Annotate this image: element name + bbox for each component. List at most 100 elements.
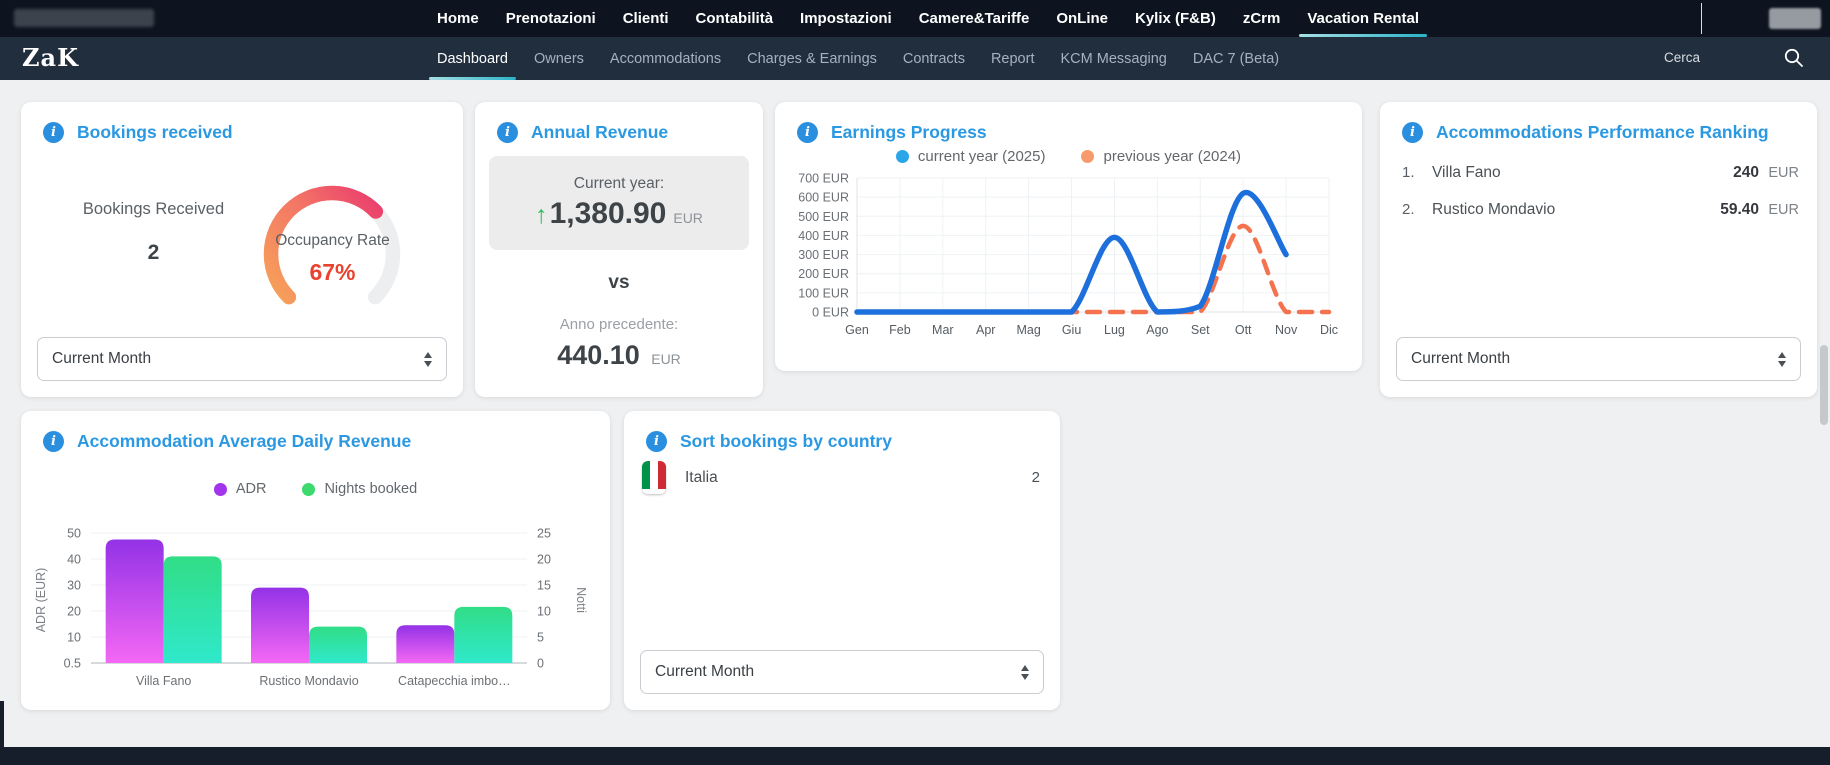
info-icon[interactable]: i — [497, 122, 518, 143]
top-navigation: Home Prenotazioni Clienti Contabilità Im… — [0, 0, 1830, 37]
previous-year-currency: EUR — [651, 351, 681, 367]
nav-divider — [1701, 3, 1702, 34]
sub-navigation: ZaK Dashboard Owners Accommodations Char… — [0, 37, 1830, 80]
country-period-select[interactable]: Current Month — [640, 650, 1044, 694]
svg-text:15: 15 — [537, 579, 551, 593]
legend-item-current-year[interactable]: current year (2025) — [895, 148, 1045, 165]
select-stepper-icon — [424, 351, 432, 367]
svg-text:Apr: Apr — [976, 323, 995, 337]
legend-item-previous-year[interactable]: previous year (2024) — [1081, 148, 1241, 165]
subnav-item-kcm-messaging[interactable]: KCM Messaging — [1060, 50, 1167, 67]
svg-text:Rustico Mondavio: Rustico Mondavio — [259, 674, 358, 688]
bookings-metric-value: 2 — [147, 241, 160, 264]
accommodation-name: Rustico Mondavio — [1432, 200, 1556, 218]
nav-item-vacation-rental-label: Vacation Rental — [1307, 10, 1420, 27]
ranking-period-select[interactable]: Current Month — [1396, 337, 1801, 381]
search-icon[interactable] — [1783, 47, 1804, 73]
nav-item-camere-tariffe[interactable]: Camere&Tariffe — [918, 10, 1030, 27]
svg-text:Catapecchia imbo…: Catapecchia imbo… — [398, 674, 511, 688]
vertical-scrollbar[interactable] — [1820, 345, 1828, 425]
info-icon[interactable]: i — [1402, 122, 1423, 143]
nav-item-home[interactable]: Home — [437, 10, 479, 27]
redacted-account-name — [14, 9, 154, 27]
bookings-period-select[interactable]: Current Month — [37, 337, 447, 381]
card-title: Bookings received — [77, 122, 233, 142]
current-year-currency: EUR — [673, 210, 703, 226]
legend-item-adr[interactable]: ADR — [213, 481, 267, 497]
legend-dot-adr — [213, 482, 227, 496]
info-icon[interactable]: i — [646, 431, 667, 452]
active-subtab-underline — [429, 77, 516, 80]
ranking-period-value: Current Month — [1411, 350, 1511, 367]
bookings-metric-label: Bookings Received — [82, 200, 225, 218]
bookings-period-value: Current Month — [52, 350, 152, 367]
current-year-label: Current year: — [573, 175, 665, 192]
card-title: Annual Revenue — [531, 122, 669, 142]
currency-label: EUR — [1768, 201, 1799, 218]
current-year-revenue-box: Current year: ↑ 1,380.90 EUR — [489, 156, 749, 250]
list-item[interactable]: Italia 2 — [642, 461, 1040, 494]
svg-text:Gen: Gen — [845, 323, 869, 337]
svg-text:20: 20 — [537, 553, 551, 567]
accommodation-value: 240 — [1733, 163, 1759, 181]
subnav-item-dashboard-label: Dashboard — [437, 50, 508, 67]
svg-text:Notti: Notti — [574, 587, 588, 613]
subnav-item-owners[interactable]: Owners — [533, 50, 584, 67]
svg-text:700 EUR: 700 EUR — [798, 172, 849, 186]
nav-item-clienti[interactable]: Clienti — [622, 10, 669, 27]
accommodation-value: 59.40 — [1720, 200, 1759, 218]
country-bookings-count: 2 — [1031, 469, 1040, 486]
legend-label-adr: ADR — [235, 481, 267, 497]
nav-item-kylix[interactable]: Kylix (F&B) — [1135, 10, 1216, 27]
svg-text:Ago: Ago — [1146, 323, 1168, 337]
ranking-rows: 1. Villa Fano 240 EUR 2. Rustico Mondavi… — [1402, 154, 1799, 228]
table-row[interactable]: 2. Rustico Mondavio 59.40 EUR — [1402, 191, 1799, 228]
nav-item-vacation-rental[interactable]: Vacation Rental — [1299, 0, 1428, 37]
subnav-item-report[interactable]: Report — [990, 50, 1035, 67]
svg-text:5: 5 — [537, 631, 544, 645]
earnings-line-chart: 0 EUR 100 EUR 200 EUR 300 EUR 400 EUR 500 EUR… — [798, 172, 1338, 338]
zak-logo[interactable]: ZaK — [22, 43, 79, 72]
previous-year-value: 440.10 — [557, 340, 640, 370]
gauge-label: Occupancy Rate — [275, 232, 390, 249]
svg-text:0 EUR: 0 EUR — [812, 306, 849, 320]
bottom-bar — [0, 747, 1830, 765]
info-icon[interactable]: i — [43, 122, 64, 143]
card-title: Accommodation Average Daily Revenue — [77, 431, 412, 451]
annual-revenue-card: i Annual Revenue Current year: ↑ 1,380.9… — [475, 102, 763, 397]
svg-text:10: 10 — [537, 605, 551, 619]
svg-text:400 EUR: 400 EUR — [798, 229, 849, 243]
svg-text:300 EUR: 300 EUR — [798, 248, 849, 262]
subnav-item-contracts[interactable]: Contracts — [902, 50, 965, 67]
rank-number: 2. — [1402, 201, 1415, 218]
legend-dot-previous-year — [1081, 150, 1095, 163]
country-name: Italia — [685, 468, 718, 486]
svg-text:Feb: Feb — [889, 323, 911, 337]
svg-text:50: 50 — [67, 527, 81, 541]
adr-card: i Accommodation Average Daily Revenue AD… — [21, 411, 610, 710]
legend-item-nights[interactable]: Nights booked — [302, 481, 417, 497]
subnav-item-charges-earnings[interactable]: Charges & Earnings — [747, 50, 877, 67]
adr-bar-chart: 50 25 40 20 30 15 20 10 10 5 0.5 0 ADR (EUR) Notti Vil… — [34, 527, 588, 689]
nav-item-impostazioni[interactable]: Impostazioni — [800, 10, 892, 27]
card-title: Accommodations Performance Ranking — [1436, 122, 1769, 142]
select-stepper-icon — [1778, 351, 1786, 367]
subnav-item-dac7[interactable]: DAC 7 (Beta) — [1192, 50, 1280, 67]
nav-item-zcrm[interactable]: zCrm — [1242, 10, 1281, 27]
subnav-item-dashboard[interactable]: Dashboard — [429, 37, 516, 80]
info-icon[interactable]: i — [43, 431, 64, 452]
nav-item-online[interactable]: OnLine — [1056, 10, 1108, 27]
nav-item-contabilita[interactable]: Contabilità — [695, 10, 774, 27]
card-title: Earnings Progress — [831, 122, 987, 142]
active-tab-underline — [1299, 34, 1428, 37]
svg-text:0: 0 — [537, 657, 544, 671]
svg-text:Ott: Ott — [1235, 323, 1252, 337]
legend-label-previous-year: previous year (2024) — [1103, 148, 1242, 165]
nav-item-prenotazioni[interactable]: Prenotazioni — [505, 10, 596, 27]
info-icon[interactable]: i — [797, 122, 818, 143]
country-period-value: Current Month — [655, 663, 755, 680]
table-row[interactable]: 1. Villa Fano 240 EUR — [1402, 154, 1799, 191]
select-stepper-icon — [1021, 664, 1029, 680]
subnav-item-accommodations[interactable]: Accommodations — [609, 50, 722, 67]
